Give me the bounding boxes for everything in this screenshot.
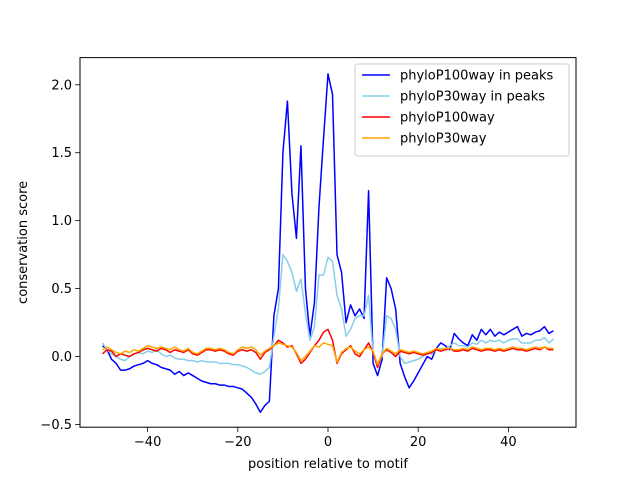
legend-box <box>354 63 570 157</box>
y-tick-label: 2.0 <box>51 78 72 93</box>
legend-label: phyloP100way in peaks <box>400 69 554 84</box>
x-tick-label: 40 <box>500 435 517 450</box>
x-axis-label: position relative to motif <box>248 457 408 472</box>
y-tick-label: 0.5 <box>51 282 72 297</box>
axis-ticks: −40 −20 0 20 40 −0.5 0.0 0.5 1.0 1.5 2.0 <box>40 78 516 450</box>
legend-label: phyloP30way in peaks <box>400 90 545 105</box>
y-axis-label: conservation score <box>16 181 31 304</box>
series-lines <box>101 73 554 413</box>
x-tick-label: 0 <box>324 435 332 450</box>
y-tick-label: 1.5 <box>51 146 72 161</box>
y-tick-label: −0.5 <box>40 418 72 433</box>
x-tick-label: −20 <box>224 435 251 450</box>
series-line-phylop30way-in-peaks <box>101 253 554 375</box>
legend: phyloP100way in peaks phyloP30way in peak… <box>354 63 570 157</box>
y-tick-label: 1.0 <box>51 214 72 229</box>
x-tick-label: 20 <box>410 435 427 450</box>
legend-label: phyloP100way <box>400 111 495 126</box>
y-tick-label: 0.0 <box>51 350 72 365</box>
series-line-phylop30way <box>102 342 554 366</box>
series-line-phylop100way <box>102 328 554 369</box>
x-tick-label: −40 <box>134 435 161 450</box>
series-line-phylop100way-in-peaks <box>102 73 554 413</box>
legend-label: phyloP30way <box>400 132 487 147</box>
